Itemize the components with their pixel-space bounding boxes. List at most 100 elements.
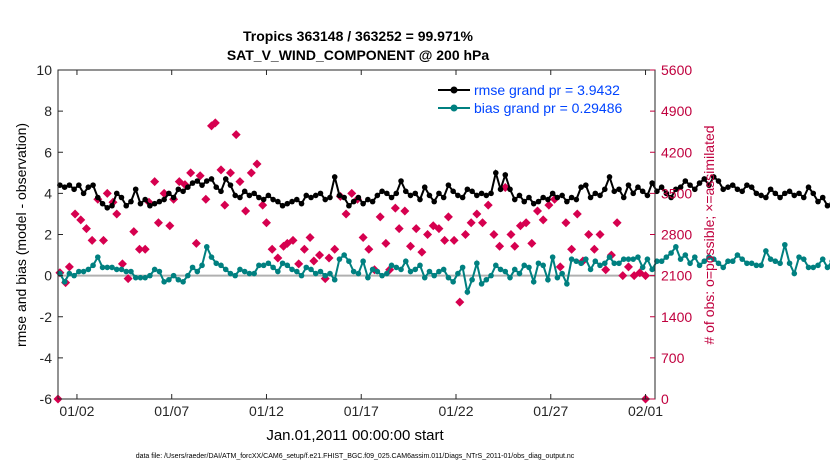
bias-series-point <box>554 274 561 281</box>
rmse-series-point <box>426 192 433 199</box>
obs-assimilated-point <box>153 218 163 228</box>
obs-assimilated-point <box>267 244 277 254</box>
rmse-series-point <box>227 182 234 188</box>
bias-series-point <box>289 266 295 273</box>
x-tick-label: 01/22 <box>438 403 473 419</box>
bias-series-point <box>327 270 333 277</box>
left-y-tick-label: 2 <box>44 227 52 243</box>
rmse-series-point <box>189 180 196 186</box>
bias-series-point <box>630 256 637 262</box>
bias-series-point <box>294 268 300 275</box>
rmse-series-point <box>819 194 826 201</box>
bias-series-point <box>701 258 708 265</box>
bias-series-point <box>673 244 679 250</box>
bias-series-point <box>810 264 817 271</box>
obs-assimilated-point <box>532 206 542 216</box>
rmse-series-point <box>440 194 447 201</box>
obs-assimilated-point <box>641 271 651 281</box>
rmse-series-point <box>275 198 281 205</box>
obs-assimilated-point <box>567 244 577 254</box>
rmse-series-point <box>587 194 594 201</box>
rmse-series-point <box>772 190 779 197</box>
bias-series-point <box>478 281 485 287</box>
obs-assimilated-point <box>478 218 488 228</box>
rmse-series-point <box>601 186 608 193</box>
x-tick-label: 01/02 <box>59 403 94 419</box>
bias-series-point <box>85 266 92 273</box>
obs-assimilated-point <box>231 130 241 140</box>
left-y-tick-label: -4 <box>40 350 53 366</box>
chart-title: Tropics 363148 / 363252 = 99.971% SAT_V_… <box>227 28 490 63</box>
rmse-series-point <box>113 190 120 197</box>
bias-series-point <box>601 260 608 267</box>
rmse-series-point <box>483 192 490 199</box>
bias-series-point <box>256 262 262 269</box>
rmse-series-point <box>147 202 153 209</box>
bias-series-point <box>90 262 96 269</box>
obs-assimilated-point <box>117 259 127 269</box>
rmse-series-point <box>95 194 101 201</box>
bias-series-point <box>355 270 362 277</box>
obs-assimilated-point <box>417 247 427 257</box>
bias-series-point <box>782 241 788 248</box>
right-y-tick-label: 3500 <box>661 185 692 201</box>
obs-assimilated-point <box>584 230 594 239</box>
rmse-series-point <box>71 186 77 193</box>
bias-series-point <box>436 268 442 275</box>
right-y-tick-label: 700 <box>661 350 685 366</box>
rmse-series-point <box>61 184 68 191</box>
rmse-series-point <box>710 174 717 180</box>
obs-assimilated-point <box>561 218 571 228</box>
rmse-series-point <box>279 202 286 209</box>
left-y-tick-label: 10 <box>36 62 52 78</box>
bias-series-point <box>402 258 409 265</box>
bias-series-point <box>279 260 286 267</box>
obs-assimilated-point <box>618 271 628 281</box>
left-y-tick-label: 0 <box>44 268 52 284</box>
obs-assimilated-point <box>309 256 319 266</box>
bias-series-point <box>635 254 641 260</box>
obs-assimilated-point <box>261 218 271 228</box>
bias-series-point <box>426 268 433 275</box>
rmse-series-point <box>649 180 655 186</box>
bias-series-point <box>687 260 693 267</box>
bias-series-point <box>706 254 712 260</box>
right-y-tick-label: 2800 <box>661 227 692 243</box>
rmse-series-point <box>445 182 452 188</box>
bias-series-point <box>710 256 717 262</box>
rmse-series-point <box>289 198 295 205</box>
bias-series-point <box>232 272 239 279</box>
rmse-series-point <box>824 202 830 209</box>
bias-series-point <box>682 252 689 258</box>
rmse-series-point <box>417 196 423 203</box>
bias-series-point <box>516 270 523 277</box>
bias-series-point <box>213 260 220 267</box>
bias-series-point <box>417 262 423 269</box>
bias-series-point <box>393 264 400 271</box>
x-tick-label: 01/12 <box>249 403 284 419</box>
bias-series-point <box>80 268 87 275</box>
rmse-series-point <box>99 200 106 207</box>
rmse-series-point <box>151 200 158 207</box>
bias-series-point <box>189 264 196 271</box>
bias-series-point <box>692 254 698 260</box>
rmse-series-point <box>374 192 381 199</box>
obs-assimilated-point <box>601 265 611 275</box>
rmse-series-point <box>696 180 703 186</box>
bias-series-point <box>791 270 798 277</box>
obs-assimilated-point <box>191 238 201 248</box>
rmse-series-point <box>530 200 537 207</box>
obs-assimilated-point <box>288 235 298 245</box>
obs-assimilated-point <box>544 200 554 210</box>
bias-series-point <box>583 256 589 262</box>
bias-series-point <box>185 272 191 279</box>
rmse-series-point <box>246 192 253 199</box>
rmse-series-point <box>507 186 513 193</box>
rmse-series-point <box>725 184 731 191</box>
rmse-series-point <box>734 186 741 193</box>
bias-series-point <box>620 256 627 262</box>
bias-series-point <box>346 258 352 265</box>
obs-assimilated-point <box>165 221 175 231</box>
rmse-series-point <box>763 194 769 201</box>
obs-assimilated-point <box>381 238 391 248</box>
